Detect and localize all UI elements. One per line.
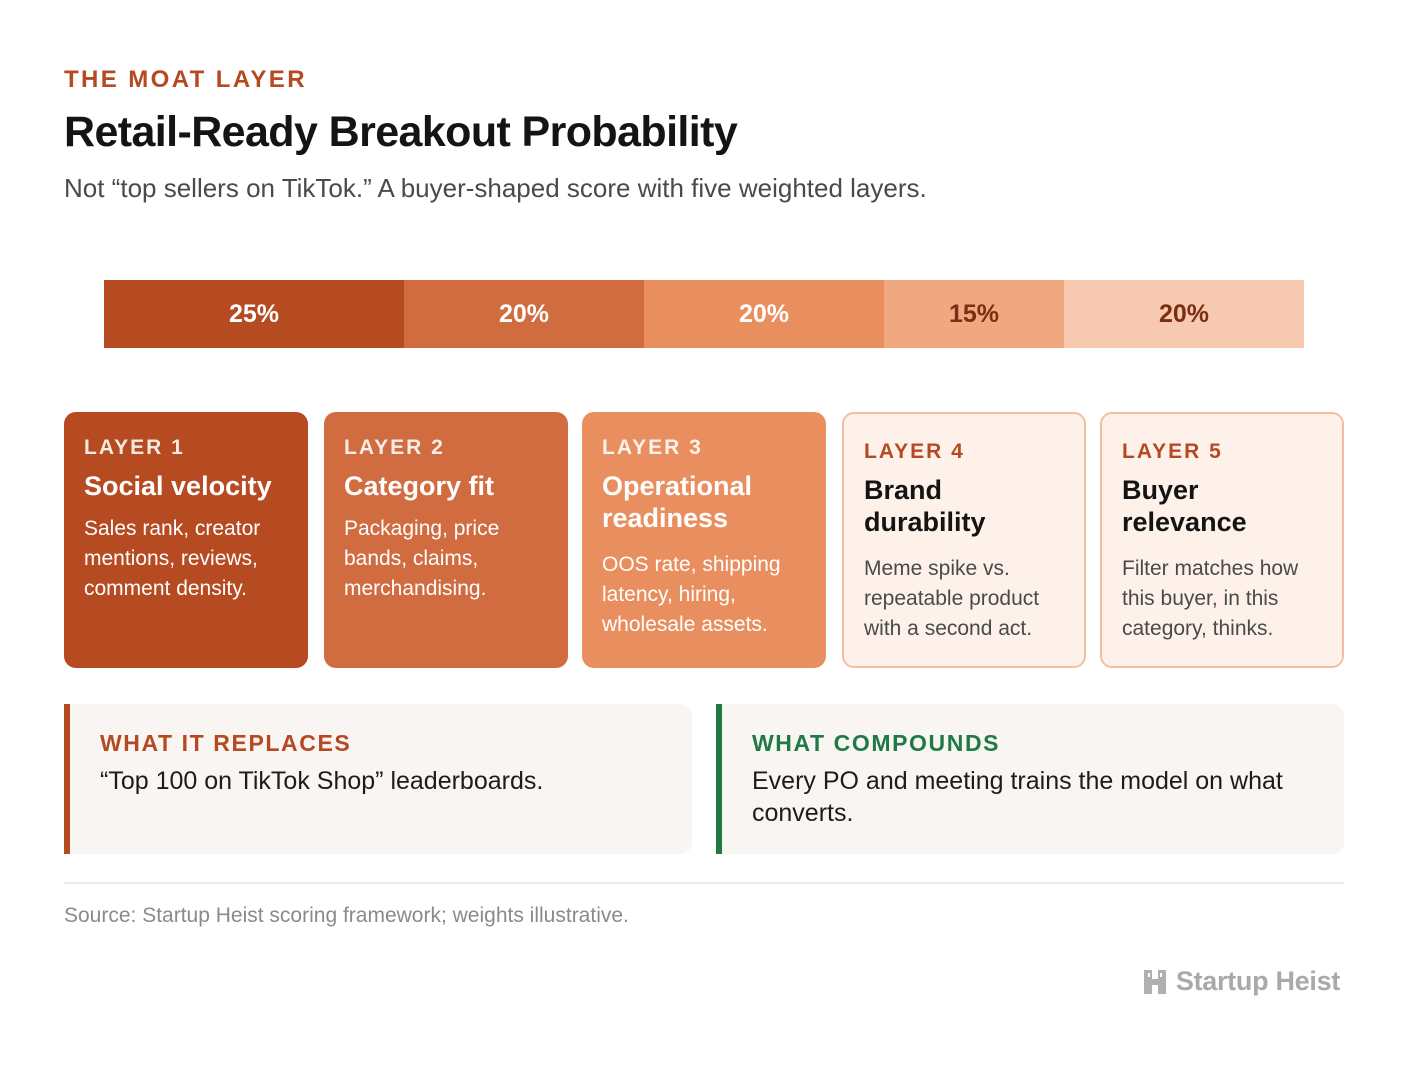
brand-name: Startup Heist <box>1175 966 1340 996</box>
heist-logo-icon <box>1143 969 1166 994</box>
weight-segment-layer-5: 20% <box>1064 280 1304 348</box>
eyebrow-label: THE MOAT LAYER <box>64 66 307 93</box>
layer-card-desc: Filter matches how this buyer, in this c… <box>1122 557 1299 640</box>
page-subtitle: Not “top sellers on TikTok.” A buyer-sha… <box>64 173 927 203</box>
weight-bar: 25% 20% 20% 15% 20% <box>104 280 1304 348</box>
layer-card-name: Social velocity <box>84 471 272 501</box>
layer-card-name: Operational readiness <box>602 471 753 533</box>
layer-card-name: Category fit <box>344 471 495 501</box>
layer-card-desc: Meme spike vs. repeatable product with a… <box>864 557 1040 640</box>
layer-card-1: LAYER 1 Social velocity Sales rank, crea… <box>64 412 308 668</box>
callout-text: Every PO and meeting trains the model on… <box>752 767 1283 827</box>
callout-label: WHAT COMPOUNDS <box>752 730 1001 756</box>
layer-cards: LAYER 1 Social velocity Sales rank, crea… <box>64 412 1344 668</box>
page-title: Retail-Ready Breakout Probability <box>64 108 738 156</box>
callout-text: “Top 100 on TikTok Shop” leaderboards. <box>100 767 544 795</box>
layer-card-desc: OOS rate, shipping latency, hiring, whol… <box>602 553 781 636</box>
callout-label: WHAT IT REPLACES <box>100 730 352 756</box>
layer-card-desc: Packaging, price bands, claims, merchand… <box>344 517 500 600</box>
layer-card-4: LAYER 4 Brand durability Meme spike vs. … <box>842 412 1086 668</box>
source-note: Source: Startup Heist scoring framework;… <box>64 904 629 927</box>
layer-card-label: LAYER 2 <box>344 436 445 459</box>
weight-segment-layer-3: 20% <box>644 280 884 348</box>
layer-card-desc: Sales rank, creator mentions, reviews, c… <box>84 517 261 600</box>
layer-card-label: LAYER 4 <box>864 440 965 463</box>
brand-logo: Startup Heist <box>1142 966 1340 997</box>
weight-segment-layer-4: 15% <box>884 280 1064 348</box>
layer-card-label: LAYER 3 <box>602 436 703 459</box>
weight-segment-layer-2: 20% <box>404 280 644 348</box>
layer-card-label: LAYER 5 <box>1122 440 1223 463</box>
layer-card-5: LAYER 5 Buyer relevance Filter matches h… <box>1100 412 1344 668</box>
layer-card-name: Brand durability <box>864 475 986 537</box>
footer-divider <box>64 882 1344 884</box>
callout-what-it-replaces: WHAT IT REPLACES “Top 100 on TikTok Shop… <box>64 704 692 854</box>
layer-card-name: Buyer relevance <box>1122 475 1247 537</box>
weight-segment-layer-1: 25% <box>104 280 404 348</box>
layer-card-label: LAYER 1 <box>84 436 185 459</box>
callout-what-compounds: WHAT COMPOUNDS Every PO and meeting trai… <box>716 704 1344 854</box>
layer-card-3: LAYER 3 Operational readiness OOS rate, … <box>582 412 826 668</box>
layer-card-2: LAYER 2 Category fit Packaging, price ba… <box>324 412 568 668</box>
